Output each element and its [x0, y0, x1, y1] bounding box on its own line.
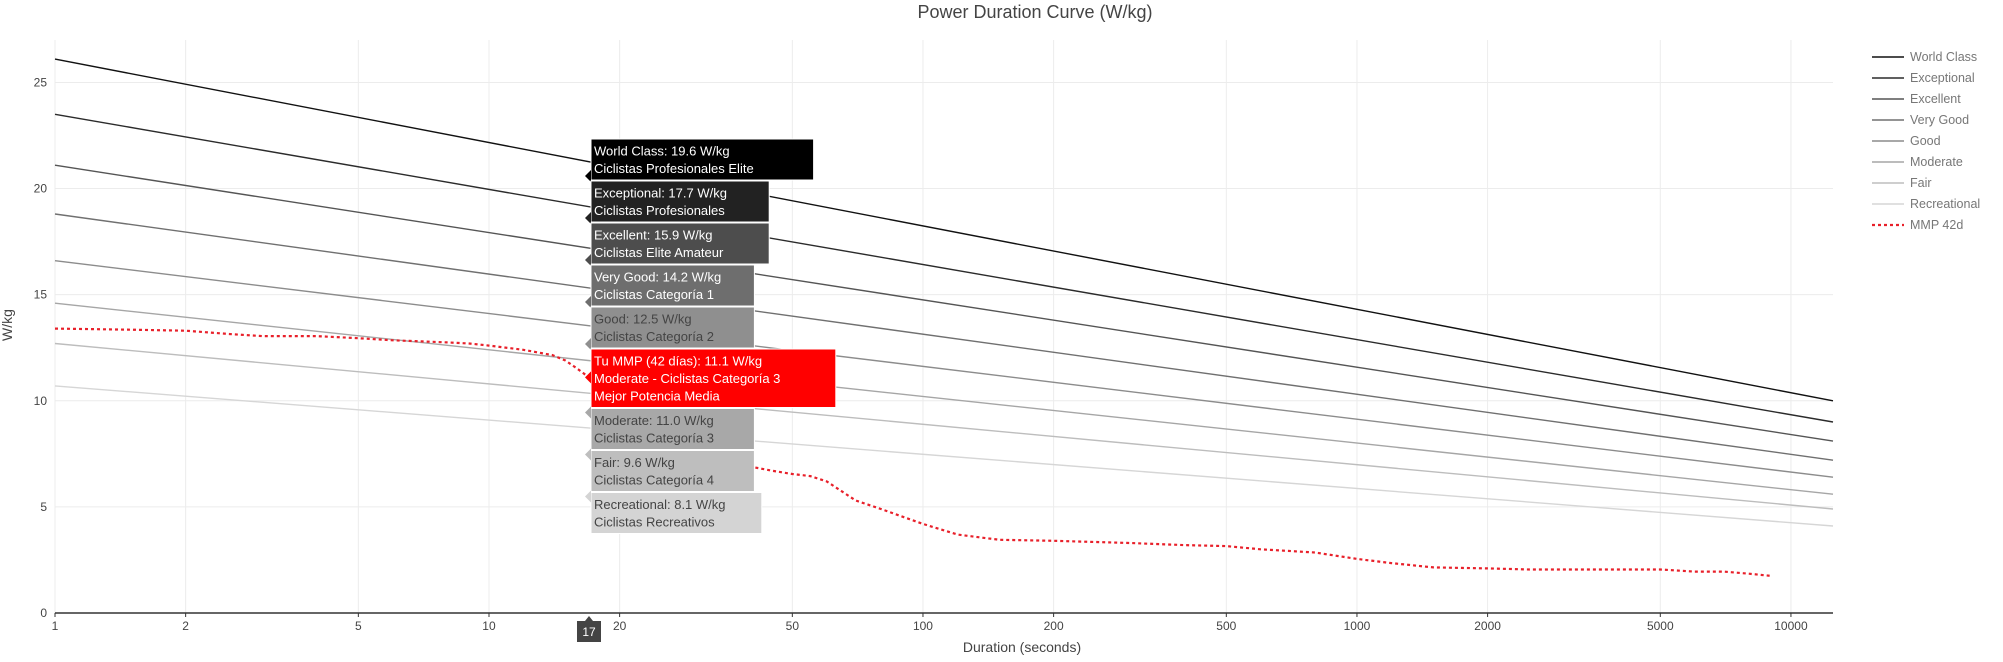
- hover-tooltip-box: [590, 180, 770, 223]
- y-tick-label: 15: [34, 288, 48, 302]
- y-tick-label: 25: [34, 75, 48, 89]
- hover-tooltip-text: Ciclistas Categoría 2: [594, 329, 714, 344]
- hover-tooltip-pointer: [585, 371, 591, 384]
- hover-tooltip-text: Good: 12.5 W/kg: [594, 312, 692, 327]
- x-tick-label: 500: [1216, 619, 1236, 633]
- hover-tooltip-box: [590, 306, 755, 349]
- hover-tooltip-box: [590, 222, 770, 265]
- hover-tooltip: Tu MMP (42 días): 11.1 W/kg Moderate - Ci…: [585, 348, 837, 408]
- legend-label-moderate: Moderate: [1910, 155, 1963, 169]
- hover-tooltip-text: Ciclistas Profesionales Elite: [594, 161, 754, 176]
- x-tick-label: 1: [52, 619, 59, 633]
- hover-tooltip-pointer: [585, 254, 591, 266]
- hover-tooltip-text: Ciclistas Categoría 1: [594, 287, 714, 302]
- hover-tooltip-box: [590, 348, 837, 408]
- hover-tooltip-pointer: [585, 212, 591, 224]
- grid: [54, 40, 1833, 613]
- series-line-excellent: [54, 164, 1834, 442]
- axes: 1 2 5 10 20 50 100 200 500 1000 2000 5000 1000005101…: [34, 75, 1833, 633]
- legend-label-exceptional: Exceptional: [1910, 71, 1975, 85]
- hover-tooltip-pointer: [585, 448, 591, 461]
- x-tick-label: 1000: [1344, 619, 1371, 633]
- hover-x-label-box: [576, 616, 601, 642]
- hover-tooltips: World Class: 19.6 W/kg Ciclistas Profesio…: [576, 138, 837, 642]
- hover-tooltip-pointer: [585, 490, 591, 503]
- hover-tooltip-text: Exceptional: 17.7 W/kg: [594, 186, 727, 201]
- y-tick-label: 5: [40, 500, 47, 514]
- hover-tooltip-text: Ciclistas Recreativos: [594, 515, 715, 530]
- hover-tooltip: Recreational: 8.1 W/kg Ciclistas Recreati…: [585, 490, 763, 534]
- hover-tooltip-text: Moderate: 11.0 W/kg: [594, 413, 714, 428]
- legend-label-very-good: Very Good: [1910, 113, 1969, 127]
- legend-label-excellent: Excellent: [1910, 92, 1961, 106]
- legend-label-world-class: World Class: [1910, 50, 1977, 64]
- hover-tooltip-text: Excellent: 15.9 W/kg: [594, 228, 713, 243]
- hover-tooltip: World Class: 19.6 W/kg Ciclistas Profesio…: [585, 138, 815, 182]
- legend-label-recreational: Recreational: [1910, 197, 1980, 211]
- legend[interactable]: World Class Exceptional Excellent Very Good…: [1872, 50, 1980, 232]
- series-line-mmp-42d: [54, 327, 1772, 577]
- hover-tooltip-text: Ciclistas Profesionales: [594, 203, 725, 218]
- hover-tooltip-text: Moderate - Ciclistas Categoría 3: [594, 371, 780, 386]
- series-line-good: [54, 260, 1834, 478]
- x-tick-label: 10000: [1774, 619, 1808, 633]
- x-tick-label: 50: [786, 619, 800, 633]
- hover-tooltip-text: Tu MMP (42 días): 11.1 W/kg: [594, 354, 762, 369]
- hover-tooltip: Excellent: 15.9 W/kg Ciclistas Elite Amat…: [585, 222, 770, 266]
- hover-tooltip-box: [590, 450, 755, 492]
- plot-series: [54, 58, 1834, 577]
- x-tick-label: 5000: [1647, 619, 1674, 633]
- hover-tooltip-text: Ciclistas Categoría 3: [594, 431, 714, 446]
- x-tick-label: 2: [182, 619, 189, 633]
- series-line-moderate: [54, 302, 1834, 495]
- hover-tooltip-box: [590, 138, 815, 181]
- hover-tooltip-pointer: [585, 296, 591, 308]
- chart-title: Power Duration Curve (W/kg): [917, 2, 1152, 22]
- hover-tooltip-text: Fair: 9.6 W/kg: [594, 455, 675, 470]
- hover-tooltip-pointer: [585, 338, 591, 350]
- y-tick-label: 0: [40, 606, 47, 620]
- legend-label-fair: Fair: [1910, 176, 1932, 190]
- hover-tooltip-pointer: [585, 406, 591, 419]
- series-line-recreational: [54, 385, 1834, 527]
- hover-tooltip-pointer: [585, 170, 591, 182]
- x-tick-label: 100: [913, 619, 933, 633]
- hover-x-label-text: 17: [582, 625, 596, 639]
- series-line-exceptional: [54, 113, 1834, 423]
- hover-tooltip-text: World Class: 19.6 W/kg: [594, 144, 730, 159]
- x-axis-label: Duration (seconds): [963, 639, 1081, 655]
- x-tick-label: 20: [613, 619, 627, 633]
- y-tick-label: 10: [34, 394, 48, 408]
- x-tick-label: 10: [482, 619, 496, 633]
- x-tick-label: 200: [1044, 619, 1064, 633]
- hover-tooltip: Fair: 9.6 W/kg Ciclistas Categoría 4: [585, 448, 755, 492]
- legend-label-mmp-42d: MMP 42d: [1910, 218, 1963, 232]
- hover-tooltip-text: Ciclistas Categoría 4: [594, 473, 714, 488]
- x-tick-label: 5: [355, 619, 362, 633]
- hover-tooltip-text: Recreational: 8.1 W/kg: [594, 497, 726, 512]
- hover-tooltip: Good: 12.5 W/kg Ciclistas Categoría 2: [585, 306, 755, 350]
- hover-tooltip-text: Mejor Potencia Media: [594, 389, 720, 404]
- x-tick-label: 2000: [1474, 619, 1501, 633]
- series-line-fair: [54, 342, 1834, 510]
- series-line-very-good: [54, 213, 1834, 461]
- hover-x-label: 17: [576, 616, 601, 642]
- y-axis-label: W/kg: [0, 309, 15, 341]
- series-line-world-class: [54, 58, 1834, 402]
- hover-tooltip-text: Ciclistas Elite Amateur: [594, 245, 724, 260]
- hover-tooltip-box: [590, 492, 763, 534]
- legend-label-good: Good: [1910, 134, 1941, 148]
- hover-tooltip-text: Very Good: 14.2 W/kg: [594, 270, 721, 285]
- hover-tooltip: Very Good: 14.2 W/kg Ciclistas Categoría …: [585, 264, 755, 308]
- y-tick-label: 20: [34, 182, 48, 196]
- hover-tooltip: Exceptional: 17.7 W/kg Ciclistas Profesio…: [585, 180, 770, 224]
- hover-tooltip-box: [590, 264, 755, 307]
- hover-tooltip-box: [590, 408, 755, 450]
- hover-tooltip: Moderate: 11.0 W/kg Ciclistas Categoría 3: [585, 406, 755, 450]
